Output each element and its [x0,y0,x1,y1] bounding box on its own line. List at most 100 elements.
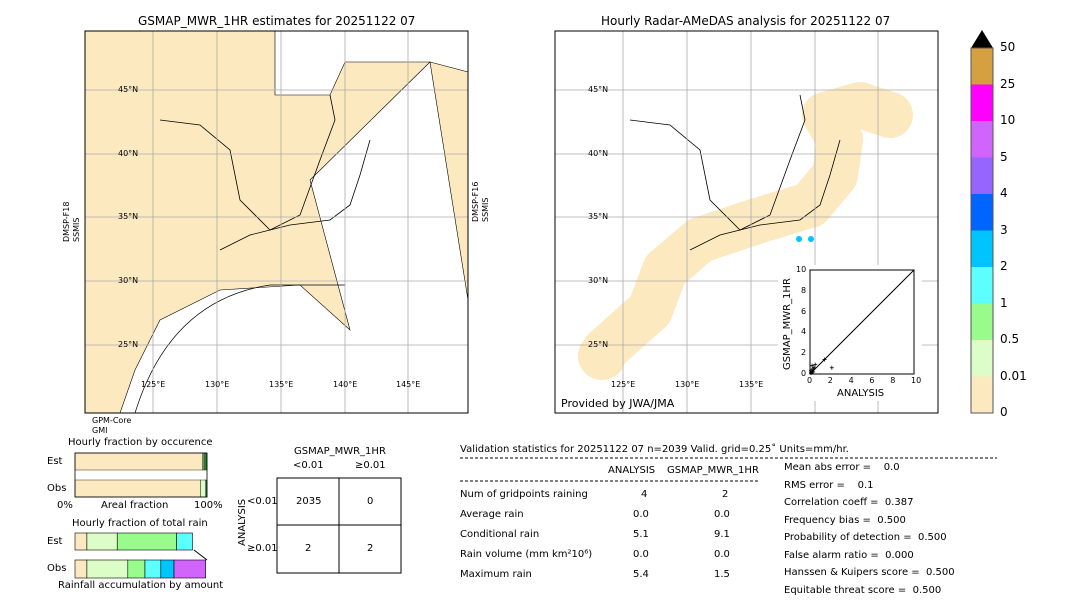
rain-est: Est [47,536,63,547]
scatter-ylabel: GSMAP_MWR_1HR [782,278,793,370]
coastline [689,139,841,251]
colorbar-tick-label: 0.01 [1000,368,1027,383]
occurrence-frame [74,452,208,498]
rain-connector [193,549,208,561]
colorbar-segment [971,121,993,158]
stats-header: Validation statistics for 20251122 07 n=… [460,444,849,455]
scatter-ytick: 4 [801,327,807,337]
left-sat-label2: SSMIS [72,217,81,243]
colorbar-tick-label: 10 [1000,113,1016,127]
rain-est-segment [116,532,177,551]
rain-obs-segment [127,559,146,579]
occurrence-bar-segment [74,452,203,471]
occurrence-bar-segment [200,479,206,498]
lat-label: 30°N [118,276,139,285]
occ-est: Est [47,456,63,467]
colorbar-tick-label: 25 [1000,76,1016,91]
lat-label: 35°N [588,212,609,221]
left-map-title: GSMAP_MWR_1HR estimates for 20251122 07 [138,14,416,28]
stats-score: Hanssen & Kuipers score = 0.500 [784,567,955,578]
left-swath-west [84,30,431,414]
scatter-ytick: 8 [801,285,807,295]
stats-analysis-value: 4 [641,489,648,500]
stats-gsmap-value: 0.0 [714,549,730,560]
stats-score: Frequency bias = 0.500 [784,514,906,526]
coastline [219,139,371,251]
bottom-sat-label2: GMI [92,426,108,435]
map-frame [554,30,939,414]
lon-label: 125°E [141,380,166,389]
rain-est-segment [74,532,88,551]
colorbar-frame [970,47,994,414]
credit: Provided by JWA/JMA [561,397,675,410]
map-frame [84,30,469,414]
colorbar-segment [971,230,993,267]
left-swath-arc [134,284,345,414]
stats-score: False alarm ratio = 0.000 [784,549,914,561]
occ-x100: 100% [194,500,223,511]
stats-col2: GSMAP_MWR_1HR [667,465,759,476]
colorbar-segment [971,157,993,194]
stats-gsmap-value: 0.0 [714,509,730,520]
stats-gsmap-value: 2 [722,489,729,500]
rain-obs: Obs [47,563,67,574]
cont-row1: <0.01 [247,496,278,507]
colorbar-tick-label: 4 [1000,186,1008,200]
scatter-xlabel: ANALYSIS [837,388,885,399]
stats-score: Equitable threat score = 0.500 [784,584,942,596]
stats-analysis-value: 5.1 [633,529,649,540]
occ-obs: Obs [47,483,67,494]
rain-point [808,236,814,242]
lat-label: 25°N [118,340,139,349]
lat-label: 40°N [118,149,139,158]
rain-obs-segment [74,559,88,579]
cont-cell-11: 2 [367,543,374,554]
cont-title: GSMAP_MWR_1HR [294,446,386,457]
scatter-diagonal [809,269,915,375]
lon-label: 135°E [739,380,764,389]
lon-label: 145°E [396,380,421,389]
lon-label: 125°E [611,380,636,389]
rain-est-segment [176,532,193,551]
rain-obs-segment [173,559,206,579]
lat-label: 45°N [588,85,609,94]
radar-coverage [582,82,913,373]
scatter-point [812,365,817,370]
rain-est-segment [86,532,118,551]
rain-obs-segment [144,559,162,579]
scatter-ytick: 0 [801,369,807,378]
lon-label: 135°E [269,380,294,389]
occ-xlabel: Areal fraction [101,500,169,511]
stats-analysis-value: 0.0 [633,509,649,520]
lat-label: 40°N [588,149,609,158]
cont-col1: <0.01 [293,460,324,471]
colorbar-segment [971,84,993,121]
radar-coverage-okinawa [578,332,626,380]
lon-label: 140°E [333,380,358,389]
colorbar-segment [971,303,993,340]
scatter-point [822,357,827,362]
lon-label: 130°E [205,380,230,389]
colorbar-tick-label: 0 [1000,405,1008,419]
scatter-point [811,369,816,374]
lon-label: 130°E [675,380,700,389]
rain-title: Hourly fraction of total rain [72,518,208,529]
stats-gsmap-value: 1.5 [714,569,730,580]
rain-obs-segment [86,559,129,579]
colorbar-tick-label: 3 [1000,222,1008,237]
rain-obs-segment [160,559,175,579]
cont-col2: ≥0.01 [355,460,386,471]
scatter-point [829,365,834,370]
scatter-xtick: 8 [890,376,896,385]
left-sat-label: DMSP-F18 [62,201,71,242]
stats-score: Correlation coeff = 0.387 [784,497,914,508]
stats-score: Probability of detection = 0.500 [784,532,947,543]
lat-label: 35°N [118,212,139,221]
colorbar-segment [971,376,993,413]
colorbar-tick-label: 0.5 [1000,332,1020,346]
stats-gsmap-value: 9.1 [714,529,730,540]
colorbar-segment [971,267,993,304]
cont-cell-10: 2 [305,543,312,554]
stats-score: RMS error = 0.1 [784,479,874,491]
